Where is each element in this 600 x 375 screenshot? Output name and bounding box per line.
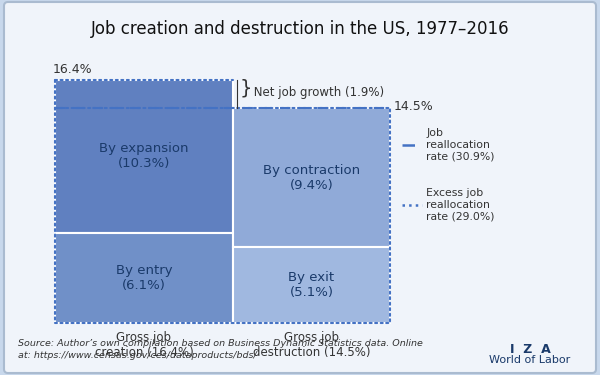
Text: Net job growth (1.9%): Net job growth (1.9%)	[250, 86, 384, 99]
Text: 14.5%: 14.5%	[394, 100, 434, 112]
Text: By exit
(5.1%): By exit (5.1%)	[289, 271, 334, 299]
Text: at: https://www.census.gov/ces/dataproducts/bds/: at: https://www.census.gov/ces/dataprodu…	[18, 351, 257, 360]
Text: World of Labor: World of Labor	[490, 355, 571, 365]
Text: By entry
(6.1%): By entry (6.1%)	[116, 264, 172, 292]
FancyBboxPatch shape	[4, 2, 596, 373]
Text: Job
reallocation
rate (30.9%): Job reallocation rate (30.9%)	[426, 128, 494, 162]
Text: Gross job
creation (16.4%): Gross job creation (16.4%)	[95, 331, 193, 359]
Text: Source: Author’s own compilation based on Business Dynamic Statistics data. Onli: Source: Author’s own compilation based o…	[18, 339, 423, 348]
Text: I  Z  A: I Z A	[509, 343, 550, 356]
Text: Job creation and destruction in the US, 1977–2016: Job creation and destruction in the US, …	[91, 20, 509, 38]
Text: By contraction
(9.4%): By contraction (9.4%)	[263, 164, 360, 192]
Bar	[233, 248, 390, 323]
Text: 16.4%: 16.4%	[53, 63, 92, 76]
Bar	[55, 232, 233, 323]
Bar	[233, 108, 390, 248]
Text: }: }	[240, 79, 252, 98]
Text: By expansion
(10.3%): By expansion (10.3%)	[99, 142, 188, 170]
Text: Excess job
reallocation
rate (29.0%): Excess job reallocation rate (29.0%)	[426, 188, 494, 222]
Bar	[55, 80, 233, 232]
Text: Gross job
destruction (14.5%): Gross job destruction (14.5%)	[253, 331, 370, 359]
